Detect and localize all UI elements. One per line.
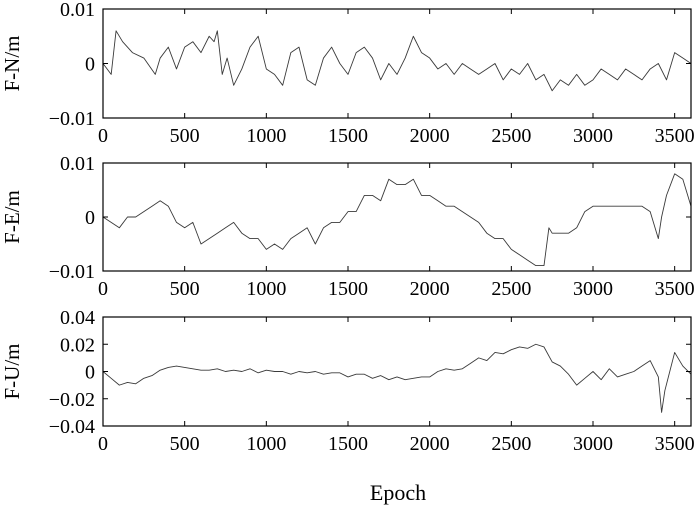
x-tick-label: 2500 (491, 433, 531, 455)
x-tick-label: 2000 (410, 278, 450, 300)
panel-up-error: 0 500 1000 1500 2000 2500 3000 3500−0.04−0.0200… (0, 307, 695, 455)
y-axis-label: F-U/m (0, 343, 24, 399)
panel-north-error: 0 500 1000 1500 2000 2500 3000 3500−0.0100.01F-… (0, 0, 695, 147)
x-tick-label: 500 (170, 278, 200, 300)
x-tick-label: 1500 (328, 433, 368, 455)
x-tick-label: 500 (170, 125, 200, 147)
y-tick-label: 0 (85, 54, 95, 76)
x-tick-label: 0 (98, 125, 108, 147)
x-tick-label: 3000 (573, 433, 613, 455)
y-axis-label: F-E/m (0, 190, 24, 244)
y-tick-label: 0 (85, 207, 95, 229)
y-tick-label: −0.02 (49, 389, 95, 411)
x-tick-label: 2000 (410, 125, 450, 147)
y-tick-label: −0.04 (49, 416, 95, 438)
x-tick-label: 1000 (246, 433, 286, 455)
y-axis-label: F-N/m (0, 35, 24, 91)
y-tick-label: 0.02 (60, 334, 95, 356)
x-tick-label: 2000 (410, 433, 450, 455)
series-line (102, 343, 692, 413)
x-tick-label: 500 (170, 433, 200, 455)
x-tick-label: 1500 (328, 278, 368, 300)
y-tick-label: −0.01 (49, 108, 95, 130)
x-tick-label: 3500 (655, 278, 695, 300)
series-line (102, 173, 692, 267)
series-line (102, 30, 692, 92)
y-tick-label: 0.01 (60, 0, 95, 21)
x-tick-label: 1000 (246, 125, 286, 147)
x-tick-label: 3500 (655, 125, 695, 147)
y-tick-label: 0.01 (60, 153, 95, 175)
x-tick-label: 2500 (491, 278, 531, 300)
plot-frame (102, 8, 692, 119)
x-tick-label: 3000 (573, 125, 613, 147)
x-tick-label: 3500 (655, 433, 695, 455)
x-tick-label: 0 (98, 433, 108, 455)
x-axis-label: Epoch (370, 480, 426, 505)
plot-frame (102, 162, 692, 272)
x-tick-label: 3000 (573, 278, 613, 300)
panel-east-error: 0 500 1000 1500 2000 2500 3000 3500−0.0100.01F-… (0, 153, 695, 300)
y-tick-label: −0.01 (49, 261, 95, 283)
y-tick-label: 0 (85, 362, 95, 384)
plot-frame (102, 316, 692, 427)
x-tick-label: 2500 (491, 125, 531, 147)
y-tick-label: 0.04 (60, 307, 95, 329)
x-tick-label: 1000 (246, 278, 286, 300)
x-tick-label: 0 (98, 278, 108, 300)
x-tick-label: 1500 (328, 125, 368, 147)
